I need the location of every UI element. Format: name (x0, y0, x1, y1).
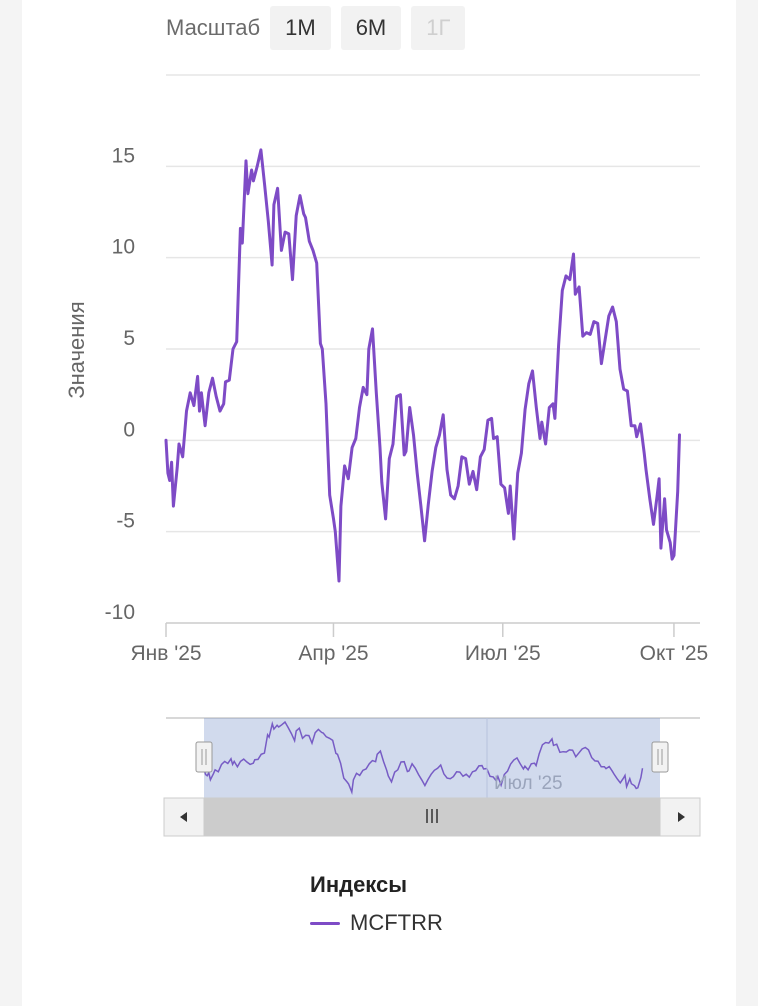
x-tick-label: Янв '25 (130, 642, 201, 665)
scroll-right-button[interactable] (659, 797, 701, 837)
x-tick-label: Окт '25 (640, 642, 709, 665)
grid-lines (166, 74, 700, 533)
navigator-series (203, 720, 644, 795)
arrow-left-icon (180, 812, 187, 822)
chart-card (22, 0, 736, 1006)
y-axis-ticks: -10 -5 0 5 10 15 (105, 144, 135, 624)
range-selector-label: Масштаб (166, 15, 261, 40)
navigator[interactable]: Июл '25 (166, 717, 700, 798)
scroll-left-button[interactable] (163, 797, 205, 837)
scrollbar[interactable] (163, 797, 701, 837)
navigator-handle-left[interactable] (195, 741, 213, 773)
legend-item-mcftrr[interactable]: MCFTRR (310, 910, 443, 936)
series-line-mcftrr[interactable] (164, 148, 681, 583)
x-tick-label: Июл '25 (465, 642, 541, 665)
x-tick-label: Апр '25 (298, 642, 368, 665)
legend: Индексы MCFTRR (310, 872, 443, 936)
navigator-handle-right[interactable] (651, 741, 669, 773)
y-tick-label: 10 (112, 236, 135, 259)
y-tick-label: 15 (112, 144, 135, 167)
zoom-1y-button: 1Г (411, 6, 466, 50)
legend-item-label: MCFTRR (350, 910, 443, 935)
scrollbar-grip-icon (426, 809, 438, 823)
navigator-selected-range[interactable] (204, 718, 660, 798)
legend-title: Индексы (310, 872, 408, 897)
y-tick-label: 5 (123, 327, 135, 350)
y-axis-label: Значения (64, 301, 89, 398)
zoom-1m-button[interactable]: 1М (270, 6, 331, 50)
y-tick-label: -10 (105, 601, 135, 624)
legend-line-icon (310, 921, 340, 925)
x-axis: Янв '25 Апр '25 Июл '25 Окт '25 (130, 622, 709, 665)
arrow-right-icon (678, 812, 685, 822)
navigator-tick-label: Июл '25 (494, 773, 563, 794)
range-selector: Масштаб 1М 6М 1Г (166, 6, 475, 50)
navigator-series-line (203, 720, 644, 795)
zoom-6m-button[interactable]: 6М (340, 6, 402, 50)
plot-area (164, 148, 681, 583)
y-tick-label: -5 (116, 510, 135, 533)
y-tick-label: 0 (123, 418, 135, 441)
